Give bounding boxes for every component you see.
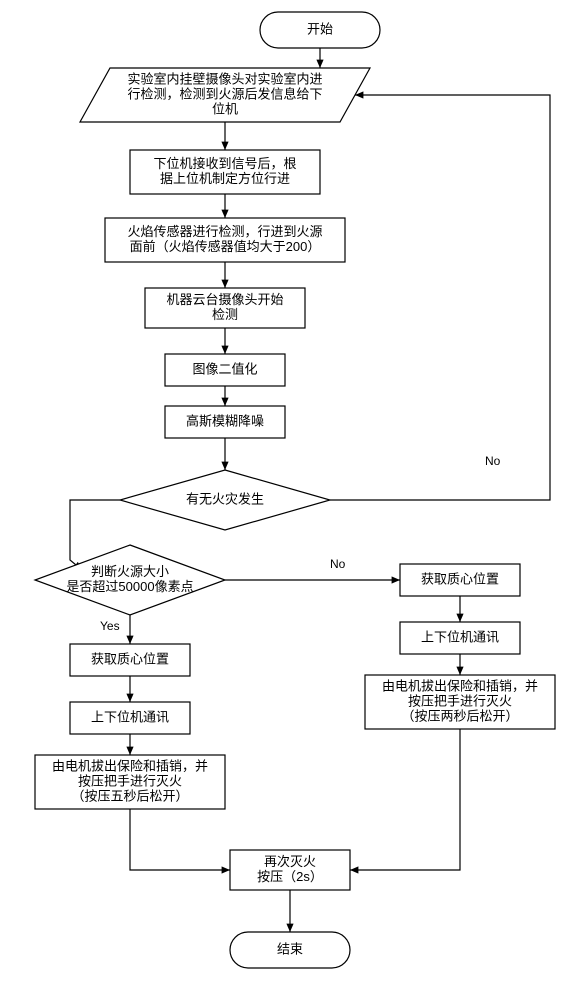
node-n8a: 上下位机通讯 — [70, 702, 190, 734]
node-text: 按压把手进行灭火 — [78, 773, 182, 788]
node-n6: 高斯模糊降噪 — [165, 406, 285, 438]
node-text: 由电机拔出保险和插销，并 — [52, 758, 208, 773]
node-text: 高斯模糊降噪 — [186, 413, 264, 428]
node-text: 结束 — [277, 941, 303, 956]
node-text: 判断火源大小 — [91, 564, 169, 579]
node-text: 火焰传感器进行检测，行进到火源 — [127, 224, 322, 239]
edge-label: Yes — [100, 619, 120, 633]
edge-label: No — [485, 454, 501, 468]
node-n7a: 获取质心位置 — [70, 644, 190, 676]
node-n4: 机器云台摄像头开始检测 — [145, 288, 305, 328]
node-text: 面前（火焰传感器值均大于200） — [130, 239, 321, 254]
node-text: 位机 — [212, 101, 238, 116]
node-text: 图像二值化 — [192, 361, 257, 376]
flowchart-canvas: No Yes No 开始实验室内挂壁摄像头对实验室内进行检测，检测到火源后发信息给下位… — [0, 0, 586, 1000]
node-n1: 实验室内挂壁摄像头对实验室内进行检测，检测到火源后发信息给下位机 — [80, 68, 370, 122]
node-text: 上下位机通讯 — [421, 629, 499, 644]
node-n5: 图像二值化 — [165, 354, 285, 386]
node-text: （按压五秒后松开） — [71, 788, 188, 803]
node-n10: 再次灭火按压（2s） — [230, 850, 350, 890]
node-text: （按压两秒后松开） — [401, 708, 518, 723]
node-d1: 有无火灾发生 — [120, 470, 330, 530]
node-text: 再次灭火 — [264, 854, 316, 869]
node-text: 行检测，检测到火源后发信息给下 — [127, 86, 322, 101]
node-text: 由电机拔出保险和插销，并 — [382, 678, 538, 693]
node-text: 开始 — [307, 21, 333, 36]
edge — [330, 95, 550, 500]
node-text: 据上位机制定方位行进 — [160, 171, 290, 186]
node-start: 开始 — [260, 12, 380, 48]
node-text: 是否超过50000像素点 — [66, 579, 193, 594]
node-n9a: 由电机拔出保险和插销，并按压把手进行灭火（按压五秒后松开） — [35, 755, 225, 809]
node-text: 实验室内挂壁摄像头对实验室内进 — [127, 71, 322, 86]
node-text: 上下位机通讯 — [91, 709, 169, 724]
node-d2: 判断火源大小是否超过50000像素点 — [35, 545, 225, 615]
edge — [130, 809, 230, 870]
node-end: 结束 — [230, 932, 350, 968]
node-text: 有无火灾发生 — [186, 491, 264, 506]
node-n7b: 获取质心位置 — [400, 564, 520, 596]
node-n9b: 由电机拔出保险和插销，并按压把手进行灭火（按压两秒后松开） — [365, 675, 555, 729]
edge-label: No — [330, 557, 346, 571]
node-text: 按压把手进行灭火 — [408, 693, 512, 708]
node-text: 获取质心位置 — [421, 571, 499, 586]
edge — [350, 729, 460, 870]
node-text: 机器云台摄像头开始 — [166, 292, 283, 307]
node-text: 获取质心位置 — [91, 651, 169, 666]
node-text: 检测 — [212, 307, 238, 322]
node-n2: 下位机接收到信号后，根据上位机制定方位行进 — [130, 150, 320, 194]
node-n8b: 上下位机通讯 — [400, 622, 520, 654]
node-text: 按压（2s） — [257, 869, 323, 884]
node-text: 下位机接收到信号后，根 — [153, 156, 296, 171]
node-n3: 火焰传感器进行检测，行进到火源面前（火焰传感器值均大于200） — [105, 218, 345, 262]
